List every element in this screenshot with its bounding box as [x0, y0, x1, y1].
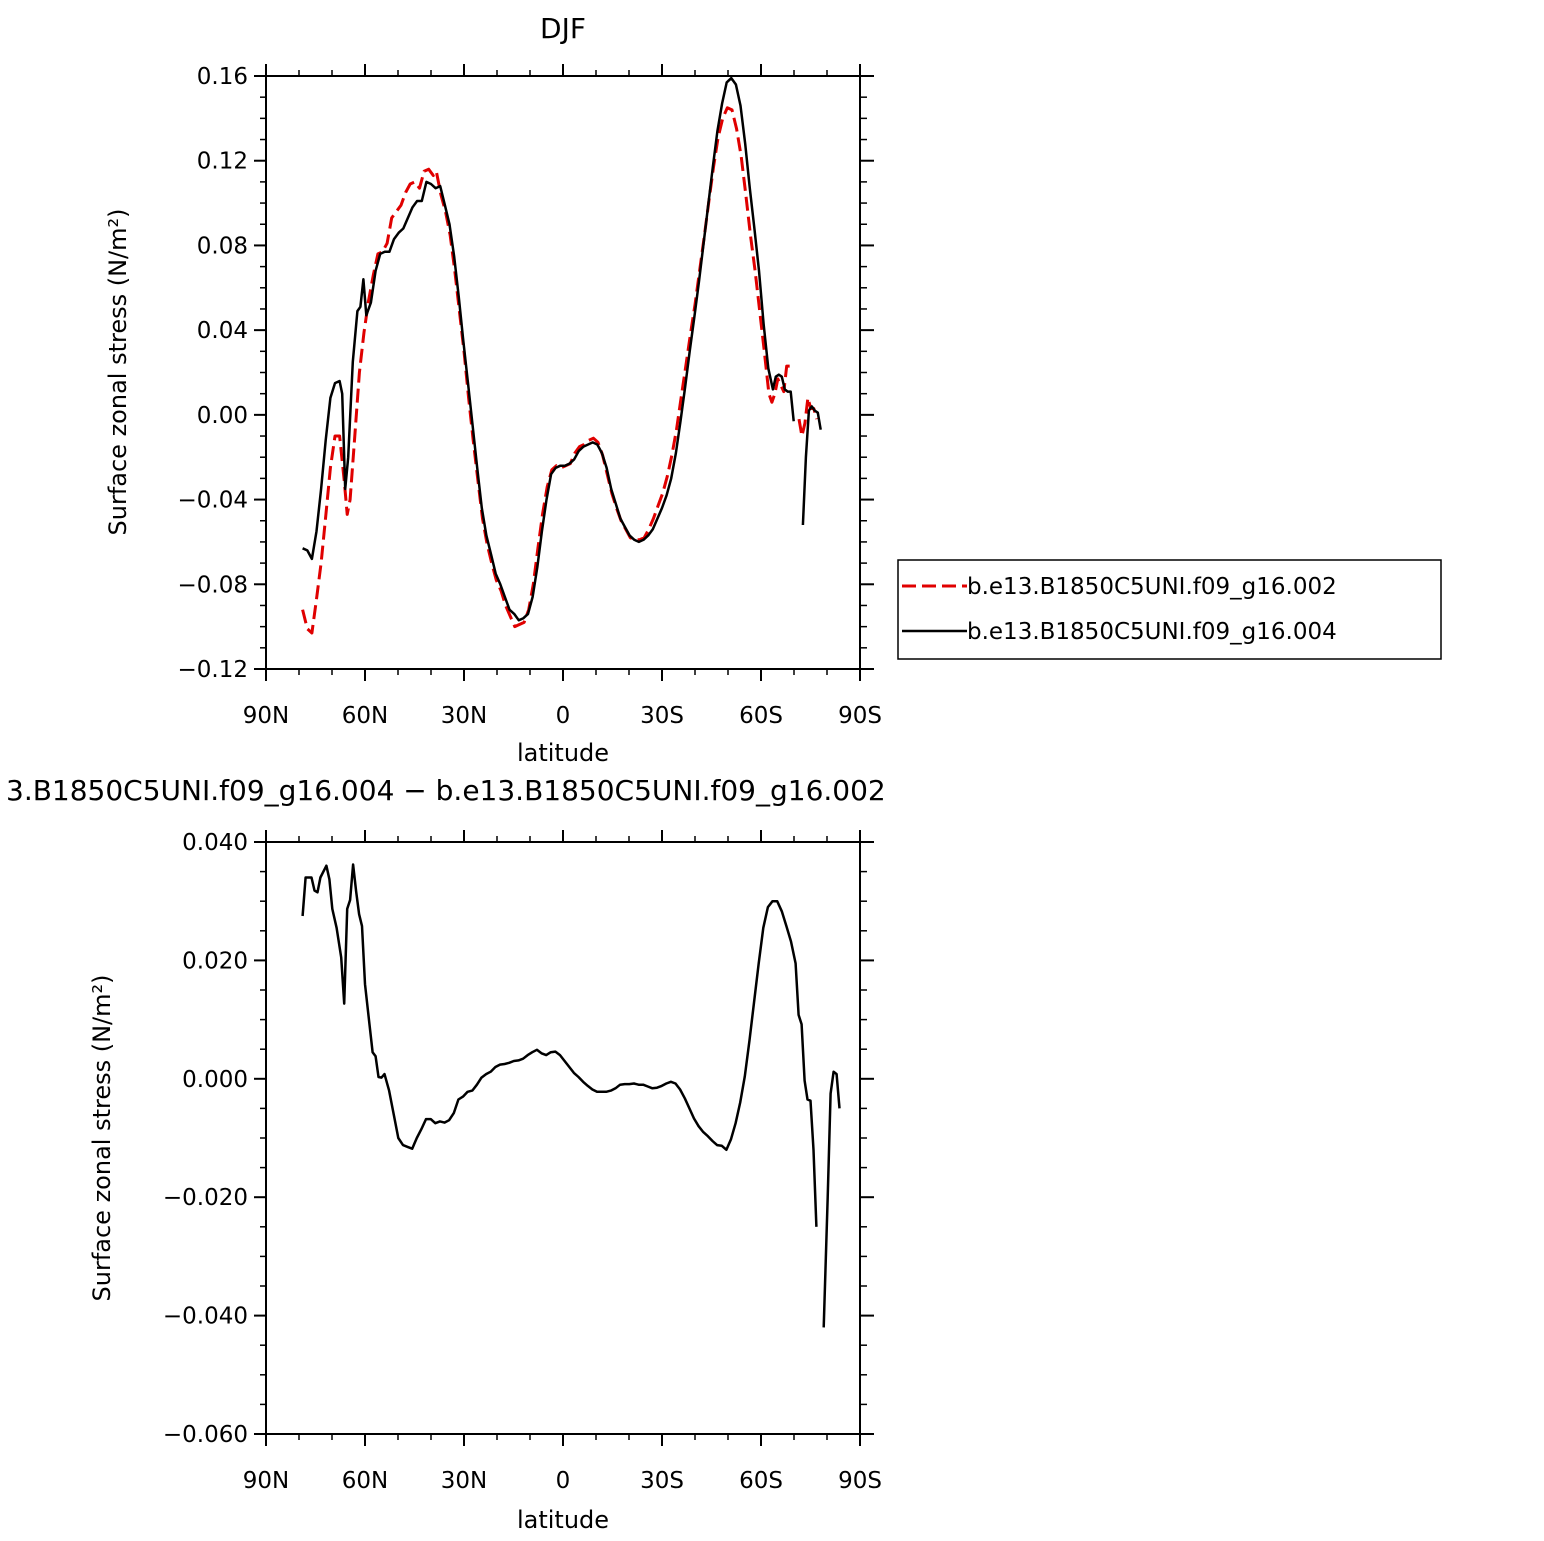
top-ytick-label: 0.16	[197, 64, 248, 90]
bottom-ytick-label: −0.040	[163, 1304, 248, 1330]
top-xtick-label: 30N	[441, 703, 487, 729]
top-ytick-label: 0.12	[197, 149, 248, 175]
top-series-group	[301, 76, 822, 635]
top-y-axis: −0.12 −0.08 −0.04 0.00 0.04 0.08 0.12 0.16	[178, 64, 874, 683]
top-chart-title: DJF	[540, 12, 586, 45]
top-plot-frame	[265, 75, 861, 670]
top-xtick-label: 60N	[342, 703, 388, 729]
bottom-xtick-label: 60N	[342, 1468, 388, 1494]
top-ytick-label: 0.00	[197, 403, 248, 429]
bottom-series-group	[301, 863, 841, 1328]
bottom-x-axis-title: latitude	[517, 1506, 609, 1534]
bottom-ytick-label: −0.020	[163, 1185, 248, 1211]
top-x-axis: 90N 60N 30N 0 30S 60S 90S	[243, 64, 882, 729]
top-xtick-label: 90N	[243, 703, 289, 729]
legend-label-004: b.e13.B1850C5UNI.f09_g16.004	[967, 619, 1337, 645]
legend-label-002: b.e13.B1850C5UNI.f09_g16.002	[967, 574, 1337, 600]
bottom-xtick-label: 0	[556, 1468, 571, 1494]
top-y-axis-title: Surface zonal stress (N/m²)	[104, 209, 132, 536]
bottom-y-axis-title: Surface zonal stress (N/m²)	[88, 975, 116, 1302]
bottom-y-axis: −0.060 −0.040 −0.020 0.000 0.020 0.040	[163, 830, 874, 1448]
top-xtick-label: 90S	[838, 703, 882, 729]
bottom-chart-title: 3.B1850C5UNI.f09_g16.004 − b.e13.B1850C5…	[6, 774, 886, 807]
top-series-line	[301, 106, 790, 635]
bottom-series-line	[822, 1070, 841, 1328]
bottom-plot-frame	[265, 841, 861, 1435]
bottom-ytick-label: −0.060	[163, 1422, 248, 1448]
top-ytick-label: −0.12	[178, 657, 248, 683]
top-series-line	[801, 405, 822, 526]
bottom-ytick-label: 0.020	[182, 948, 248, 974]
top-panel: DJF −0.12−0.08−0.040.000.040.080.120.16 …	[104, 12, 882, 767]
top-xtick-label: 60S	[739, 703, 783, 729]
bottom-xtick-label: 30S	[640, 1468, 684, 1494]
bottom-xtick-label: 60S	[739, 1468, 783, 1494]
legend: b.e13.B1850C5UNI.f09_g16.002 b.e13.B1850…	[897, 559, 1442, 660]
bottom-panel: 3.B1850C5UNI.f09_g16.004 − b.e13.B1850C5…	[6, 774, 886, 1534]
bottom-xtick-label: 90N	[243, 1468, 289, 1494]
bottom-series-line	[301, 863, 818, 1227]
legend-box	[897, 559, 1442, 660]
top-ytick-label: 0.04	[197, 318, 248, 344]
bottom-x-axis: 90N 60N 30N 0 30S 60S 90S	[243, 830, 882, 1494]
top-x-axis-title: latitude	[517, 739, 609, 767]
top-xtick-label: 30S	[640, 703, 684, 729]
bottom-ytick-label: 0.000	[182, 1067, 248, 1093]
bottom-ytick-label: 0.040	[182, 830, 248, 856]
bottom-xtick-label: 90S	[838, 1468, 882, 1494]
top-ytick-label: −0.08	[178, 572, 248, 598]
top-ytick-label: −0.04	[178, 488, 248, 514]
top-ytick-label: 0.08	[197, 233, 248, 259]
bottom-xtick-label: 30N	[441, 1468, 487, 1494]
top-xtick-label: 0	[556, 703, 571, 729]
top-series-line	[302, 76, 795, 622]
